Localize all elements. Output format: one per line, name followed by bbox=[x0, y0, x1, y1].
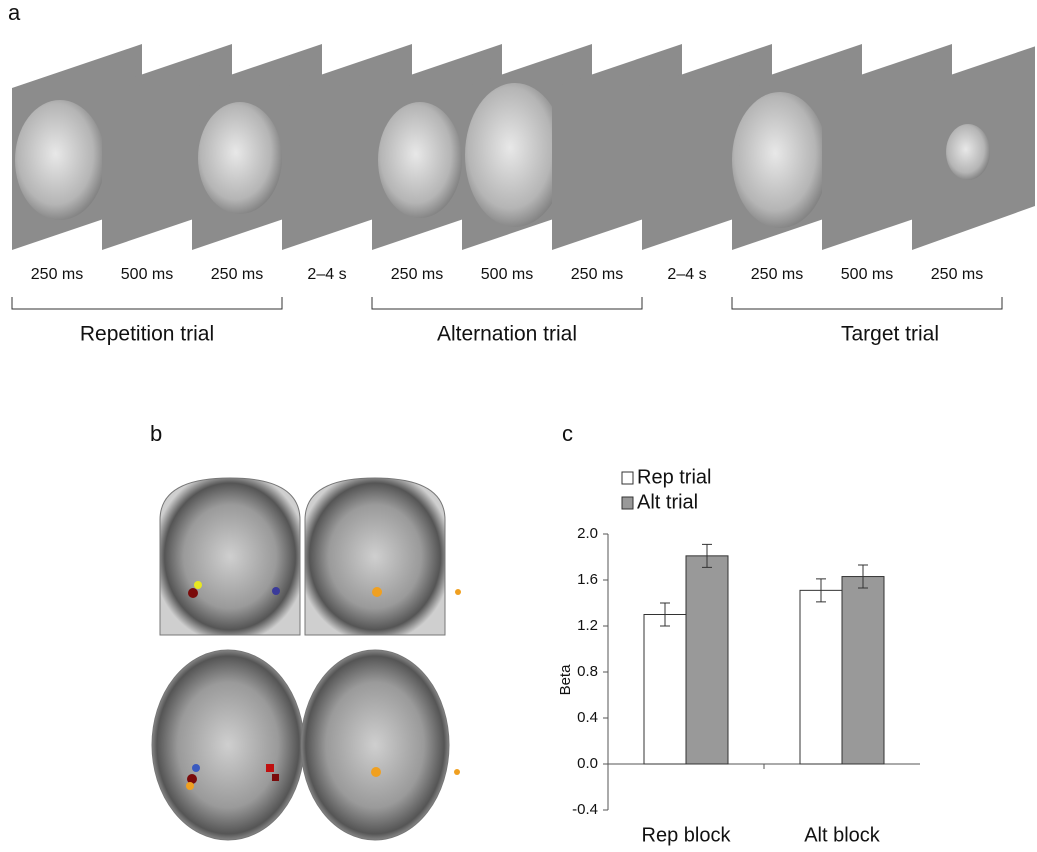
activation bbox=[194, 581, 202, 589]
duration-label: 250 ms bbox=[571, 266, 623, 283]
x-tick-label: Rep block bbox=[642, 824, 732, 846]
stimulus-sequence bbox=[12, 44, 1035, 250]
y-tick-label: 0.4 bbox=[577, 709, 598, 726]
trial-label: Alternation trial bbox=[437, 323, 577, 346]
activation bbox=[266, 764, 274, 772]
face bbox=[946, 124, 990, 180]
bar bbox=[800, 590, 842, 764]
y-tick-label: 2.0 bbox=[577, 525, 598, 542]
bracket bbox=[372, 297, 642, 309]
face bbox=[732, 92, 828, 228]
duration-label: 500 ms bbox=[841, 266, 893, 283]
brain-axial bbox=[152, 650, 304, 840]
y-tick-label: 0.0 bbox=[577, 755, 598, 772]
activation bbox=[455, 589, 461, 595]
face bbox=[465, 83, 565, 227]
activation bbox=[454, 769, 460, 775]
bracket bbox=[12, 297, 282, 309]
duration-label: 2–4 s bbox=[307, 266, 346, 283]
duration-label: 250 ms bbox=[751, 266, 803, 283]
trial-label: Repetition trial bbox=[80, 323, 214, 346]
face bbox=[15, 100, 105, 220]
face bbox=[198, 102, 282, 214]
duration-label: 250 ms bbox=[211, 266, 263, 283]
trial-label: Target trial bbox=[841, 323, 939, 346]
brain-coronal bbox=[160, 478, 300, 635]
panel-label: a bbox=[8, 0, 21, 25]
bar bbox=[644, 615, 686, 765]
activation bbox=[372, 587, 382, 597]
panel-label: c bbox=[562, 421, 573, 446]
duration-label: 250 ms bbox=[391, 266, 443, 283]
duration-label: 250 ms bbox=[31, 266, 83, 283]
activation bbox=[188, 588, 198, 598]
figure: a Repetition trial Alternation trial Tar… bbox=[0, 0, 1037, 852]
trial-brackets bbox=[12, 297, 1002, 309]
duration-label: 500 ms bbox=[121, 266, 173, 283]
duration-label: 250 ms bbox=[931, 266, 983, 283]
brain-images bbox=[152, 478, 461, 840]
x-tick-label: Alt block bbox=[804, 824, 881, 846]
y-axis-label: Beta bbox=[557, 664, 574, 696]
panel-label: b bbox=[150, 421, 162, 446]
duration-label: 500 ms bbox=[481, 266, 533, 283]
bar bbox=[842, 577, 884, 764]
bar-chart: 2.0 1.6 1.2 0.8 0.4 0.0 -0.4 Rep block Alt block… bbox=[572, 466, 920, 846]
legend-label: Rep trial bbox=[637, 466, 711, 488]
activation bbox=[272, 587, 280, 595]
activation bbox=[192, 764, 200, 772]
activation bbox=[186, 782, 194, 790]
activation bbox=[371, 767, 381, 777]
face bbox=[378, 102, 462, 218]
duration-label: 2–4 s bbox=[667, 266, 706, 283]
legend-swatch bbox=[622, 472, 633, 484]
activation bbox=[272, 774, 279, 781]
y-tick-label: 1.2 bbox=[577, 617, 598, 634]
brain-coronal bbox=[305, 478, 445, 635]
bracket bbox=[732, 297, 1002, 309]
legend-label: Alt trial bbox=[637, 491, 698, 513]
y-tick-label: -0.4 bbox=[572, 801, 598, 818]
bar bbox=[686, 556, 728, 764]
legend-swatch bbox=[622, 497, 633, 509]
y-tick-label: 1.6 bbox=[577, 571, 598, 588]
brain-axial bbox=[301, 650, 449, 840]
y-tick-label: 0.8 bbox=[577, 663, 598, 680]
